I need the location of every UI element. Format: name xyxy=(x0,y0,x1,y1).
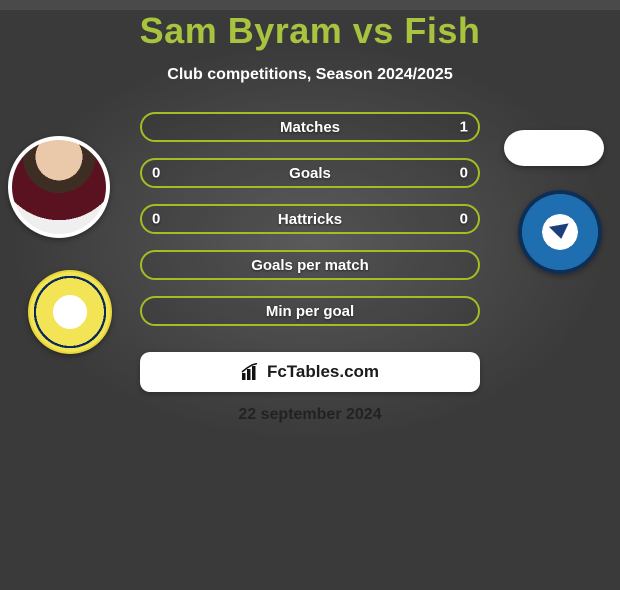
stat-label: Hattricks xyxy=(278,211,342,228)
left-player-photo xyxy=(8,136,110,238)
stat-left-value: 0 xyxy=(152,211,160,228)
stat-row-goals-per-match: Goals per match xyxy=(140,250,480,280)
stat-right-value: 1 xyxy=(460,119,468,136)
stat-row-hattricks: 0 Hattricks 0 xyxy=(140,204,480,234)
stat-right-value: 0 xyxy=(460,211,468,228)
right-player-photo xyxy=(504,130,604,166)
subtitle: Club competitions, Season 2024/2025 xyxy=(0,66,620,84)
stat-row-matches: Matches 1 xyxy=(140,112,480,142)
left-club-crest-icon xyxy=(28,270,112,354)
stat-row-goals: 0 Goals 0 xyxy=(140,158,480,188)
right-club-crest-icon xyxy=(518,190,602,274)
stat-right-value: 0 xyxy=(460,165,468,182)
attribution-badge: FcTables.com xyxy=(140,352,480,392)
stat-left-value: 0 xyxy=(152,165,160,182)
date-text: 22 september 2024 xyxy=(0,406,620,424)
page-title: Sam Byram vs Fish xyxy=(0,10,620,52)
stat-row-min-per-goal: Min per goal xyxy=(140,296,480,326)
stat-label: Matches xyxy=(280,119,340,136)
stat-label: Goals per match xyxy=(251,257,369,274)
stat-label: Min per goal xyxy=(266,303,354,320)
attribution-text: FcTables.com xyxy=(267,362,379,382)
chart-icon xyxy=(241,363,261,381)
bird-icon xyxy=(549,223,571,240)
stat-label: Goals xyxy=(289,165,331,182)
